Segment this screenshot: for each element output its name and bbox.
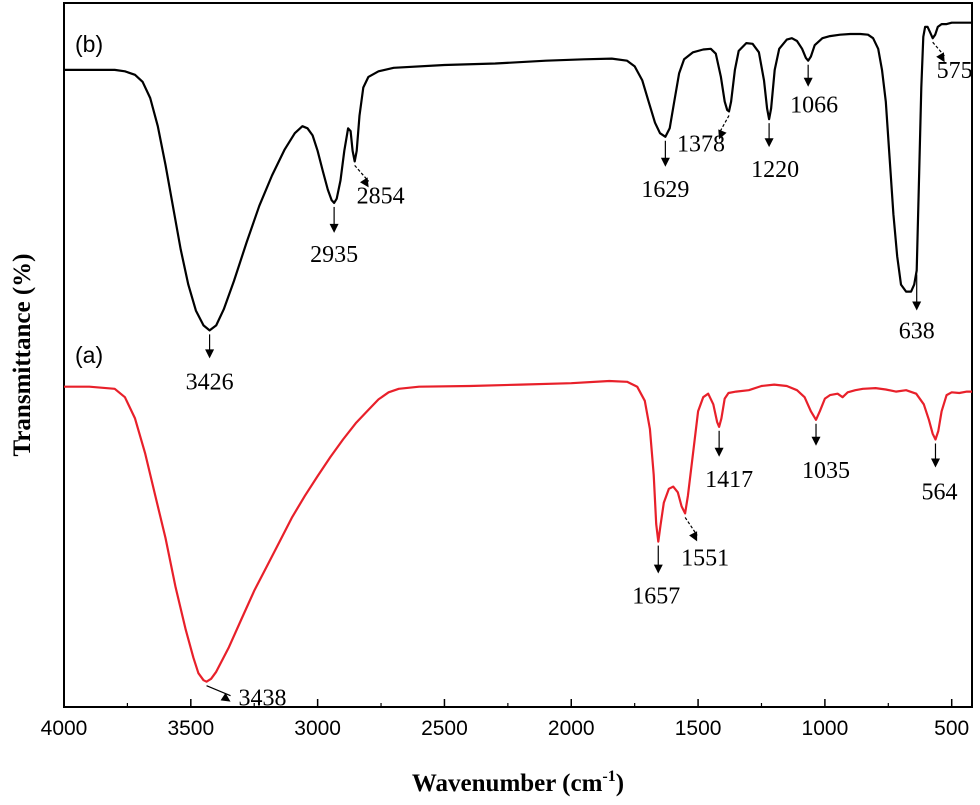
peak-annotation-1066: 1066 (790, 64, 838, 119)
peak-arrow-head-638 (912, 301, 922, 311)
peak-annotation-1551: 1551 (681, 517, 729, 571)
peak-annotation-3426: 3426 (186, 334, 234, 395)
peak-annotation-575: 575 (932, 41, 973, 84)
peak-annotation-1035: 1035 (802, 423, 850, 484)
x-axis-title-main: Wavenumber (cm (412, 770, 603, 797)
peak-label-1035: 1035 (802, 458, 850, 484)
peak-arrow-head-1220 (764, 138, 774, 148)
peak-label-1657: 1657 (632, 584, 680, 610)
y-axis-title: Transmittance (%) (9, 254, 36, 457)
peak-arrow-head-3438 (220, 692, 231, 702)
peak-arrow-head-1551 (689, 531, 698, 542)
peak-arrow-head-2935 (329, 223, 339, 233)
peak-annotation-1417: 1417 (705, 430, 753, 493)
peak-label-1551: 1551 (681, 545, 729, 571)
peak-arrow-head-1378 (718, 129, 727, 140)
peak-label-2854: 2854 (357, 183, 405, 209)
x-axis-ticks: 4000 3500 3000 2500 2000 1500 1000 500 (41, 699, 969, 740)
x-tick-label-4000: 4000 (41, 717, 88, 740)
peak-label-638: 638 (899, 319, 935, 345)
peak-arrow-head-1417 (714, 447, 724, 457)
series-line-a (64, 379, 972, 683)
peak-label-1629: 1629 (641, 177, 689, 203)
peak-annotation-3438: 3438 (206, 685, 287, 712)
peak-label-1378: 1378 (677, 131, 725, 157)
peak-annotation-1220: 1220 (751, 123, 799, 183)
peak-label-564: 564 (921, 479, 957, 505)
x-tick-label-1000: 1000 (802, 717, 849, 740)
peak-label-1066: 1066 (790, 93, 838, 119)
peak-label-1417: 1417 (705, 467, 753, 493)
x-tick-label-500: 500 (934, 717, 969, 740)
peak-label-2935: 2935 (310, 242, 358, 268)
peak-annotation-638: 638 (899, 274, 935, 345)
peak-annotation-1629: 1629 (641, 140, 689, 203)
x-tick-label-1500: 1500 (675, 717, 722, 740)
plot-frame (63, 2, 973, 708)
peak-arrow-head-3426 (205, 349, 215, 359)
x-tick-label-3500: 3500 (167, 717, 214, 740)
peak-arrow-head-575 (936, 52, 945, 63)
peak-arrow-line-1551 (684, 517, 698, 536)
x-tick-label-3000: 3000 (294, 717, 341, 740)
x-tick-label-2500: 2500 (421, 717, 468, 740)
series-label-b: (b) (75, 31, 103, 57)
series-label-a: (a) (75, 342, 103, 368)
series-line-b (64, 21, 972, 332)
peak-annotation-564: 564 (921, 443, 957, 505)
x-tick-label-2000: 2000 (548, 717, 595, 740)
x-axis-title-sup: -1 (602, 768, 615, 785)
peak-annotation-1657: 1657 (632, 545, 680, 610)
peak-arrow-head-1035 (811, 436, 821, 446)
x-axis-title: Wavenumber (cm-1) (412, 768, 624, 797)
peak-arrow-head-1657 (653, 564, 663, 574)
peak-annotation-2854: 2854 (354, 165, 405, 209)
peak-arrow-head-1629 (660, 157, 670, 167)
peak-arrow-line-3438 (206, 685, 231, 697)
peak-label-3438: 3438 (239, 686, 287, 712)
peak-arrow-head-1066 (803, 77, 813, 87)
peak-label-575: 575 (937, 58, 973, 84)
peak-annotation-2935: 2935 (310, 206, 358, 268)
peak-annotations: 3426 2935 2854 1629 1378 1220 1066 638 575 3438 16… (186, 41, 973, 712)
peak-label-3426: 3426 (186, 369, 234, 395)
series-layer (64, 21, 972, 683)
peak-annotation-1378: 1378 (677, 115, 730, 157)
x-axis-title-close: ) (616, 770, 624, 797)
peak-arrow-head-564 (931, 458, 940, 468)
peak-arrow-head-2854 (360, 177, 369, 188)
peak-label-1220: 1220 (751, 157, 799, 183)
